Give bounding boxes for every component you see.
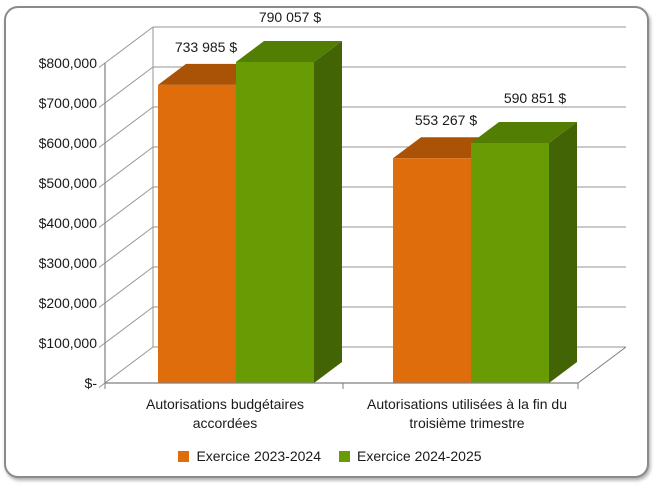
data-label-2024-2025-accordees: 790 057 $ — [258, 9, 322, 25]
data-label-2023-2024-utilisees: 553 267 $ — [414, 112, 478, 128]
legend-item-exercice-2024-2025: Exercice 2024-2025 — [339, 448, 482, 464]
y-tick-label: $- — [84, 375, 97, 391]
y-tick-connector — [98, 26, 154, 68]
data-label-2023-2024-accordees: 733 985 $ — [174, 39, 238, 55]
category-label-utilisees: Autorisations utilisées à la fin du troi… — [367, 395, 567, 433]
category-label-line: Autorisations utilisées à la fin du — [367, 396, 567, 412]
legend-swatch-orange-icon — [178, 450, 190, 462]
y-tick-label: $400,000 — [38, 215, 97, 231]
legend-item-exercice-2023-2024: Exercice 2023-2024 — [178, 448, 321, 464]
y-tick-label: $700,000 — [38, 95, 97, 111]
chart-legend: Exercice 2023-2024 Exercice 2024-2025 — [0, 448, 660, 464]
y-tick-connector — [98, 306, 154, 348]
bar-2024-2025-group0-side-face — [314, 41, 342, 384]
bar-2024-2025-group1-front-face — [471, 142, 549, 383]
legend-swatch-green-icon — [339, 450, 350, 462]
bar-2023-2024-group1-front-face — [393, 158, 471, 383]
bar-2023-2024-group0-front-face — [158, 84, 236, 383]
category-label-accordees: Autorisations budgétaires accordées — [146, 395, 304, 433]
data-label-2024-2025-utilisees: 590 851 $ — [503, 90, 567, 106]
y-tick-connector — [98, 146, 154, 188]
bar-2024-2025-group0-front-face — [236, 62, 314, 384]
y-tick-label: $300,000 — [38, 255, 97, 271]
y-tick-label: $600,000 — [38, 135, 97, 151]
category-label-line: troisième trimestre — [409, 415, 525, 431]
bar-2024-2025-group1-top-face — [471, 121, 577, 143]
y-tick-connector — [98, 66, 154, 108]
y-tick-connector — [98, 226, 154, 268]
y-tick-connector — [98, 346, 154, 388]
y-tick-connector — [98, 186, 154, 228]
y-tick-connector — [98, 106, 154, 148]
legend-label: Exercice 2023-2024 — [196, 448, 321, 464]
y-tick-label: $800,000 — [38, 55, 97, 71]
floor-right-edge — [577, 346, 627, 384]
y-tick-label: $200,000 — [38, 295, 97, 311]
legend-label: Exercice 2024-2025 — [357, 448, 482, 464]
y-tick-label: $500,000 — [38, 175, 97, 191]
bar-2024-2025-group0-top-face — [236, 41, 342, 63]
category-label-line: accordées — [192, 415, 258, 431]
y-tick-label: $100,000 — [38, 335, 97, 351]
category-label-line: Autorisations budgétaires — [146, 396, 304, 412]
bar-2024-2025-group1-side-face — [549, 121, 577, 383]
y-tick-connector — [98, 266, 154, 308]
